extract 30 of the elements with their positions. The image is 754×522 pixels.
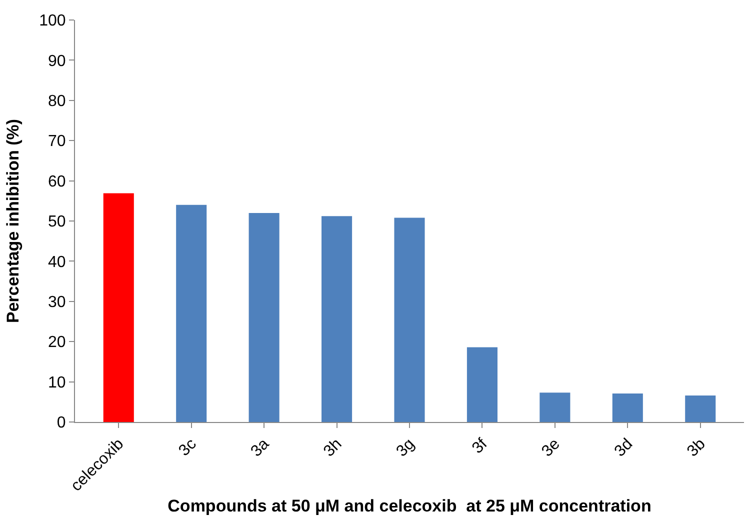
y-tick-label: 90: [48, 52, 66, 70]
bar: [322, 216, 352, 422]
y-tick-label: 80: [48, 93, 66, 110]
x-tick-label: 3d: [612, 436, 636, 460]
bar: [466, 347, 498, 422]
bar: [685, 395, 716, 422]
x-tick-label: 3a: [248, 436, 273, 460]
y-tick-label: 40: [48, 254, 66, 271]
x-tick-label: 3g: [393, 436, 418, 460]
y-tick-label: 70: [48, 133, 66, 150]
x-tick-label: 3f: [469, 435, 492, 458]
bar: [103, 193, 134, 422]
bar: [612, 393, 643, 422]
x-tick-label: 3h: [320, 436, 346, 460]
bar: [394, 218, 425, 422]
bar: [540, 392, 570, 422]
x-tick-label: 3b: [684, 436, 709, 460]
y-tick-label: 100: [39, 12, 66, 30]
y-tick-label: 30: [48, 294, 66, 311]
x-tick-label: 3c: [176, 436, 200, 460]
y-tick-label: 50: [48, 214, 66, 231]
y-tick-label: 60: [48, 173, 66, 190]
y-axis-title: Percentage inhibition (%): [4, 118, 23, 324]
bar: [248, 212, 280, 422]
y-tick-label: 20: [48, 334, 66, 352]
y-tick-label: 0: [56, 414, 66, 432]
x-tick-label: 3e: [538, 436, 564, 460]
y-tick-label: 10: [48, 374, 66, 392]
x-axis-title: Compounds at 50 μM and celecoxib at 25 μM concentration: [168, 496, 652, 516]
bar: [176, 204, 207, 422]
